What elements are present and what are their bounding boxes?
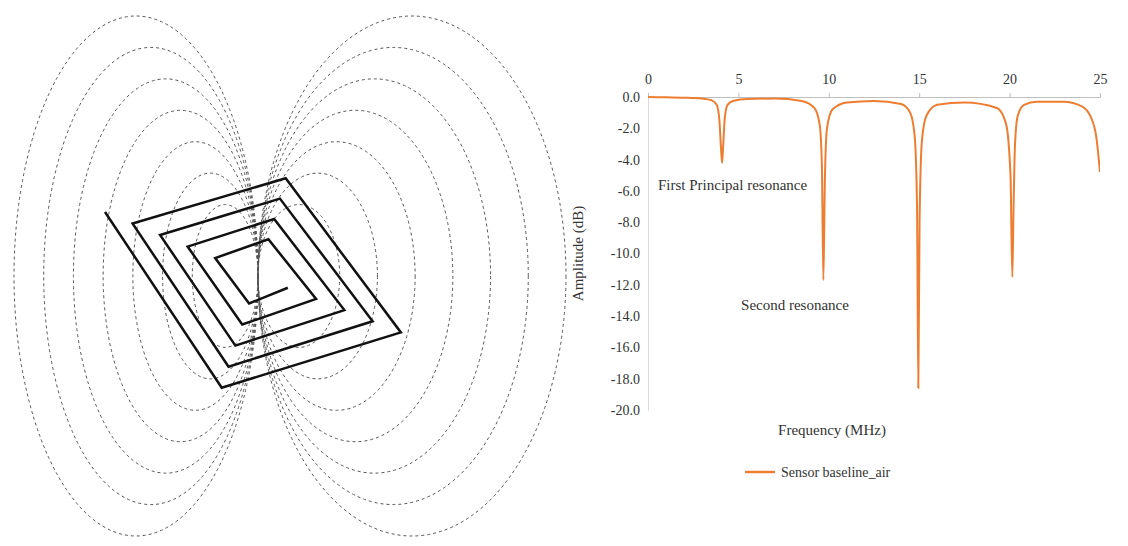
x-tick: 5 [735, 72, 742, 97]
annotation: First Principal resonance [656, 176, 809, 194]
y-tick-label: -8.0 [618, 215, 640, 230]
x-tick-mark [829, 93, 830, 97]
figure: 0 5 10 15 20 25 0.0 -2.0 -4.0 -6.0 -8.0 -10.0 -12.0 -… [0, 0, 1128, 546]
legend-item: Sensor baseline_air [745, 465, 891, 480]
x-tick-label: 25 [1094, 72, 1108, 87]
y-tick-label: -18.0 [611, 372, 640, 387]
y-tick-label: -6.0 [618, 184, 640, 199]
x-tick-mark [1100, 93, 1101, 97]
y-tick: -2.0 [618, 121, 648, 136]
y-axis-title: Amplitude (dB) [570, 206, 587, 301]
y-tick-label: -20.0 [611, 403, 640, 418]
x-tick: 0 [645, 72, 652, 97]
y-axis-line [648, 98, 649, 411]
chart: 0 5 10 15 20 25 0.0 -2.0 -4.0 -6.0 -8.0 -10.0 -12.0 -… [570, 72, 1108, 480]
field-line [103, 110, 258, 441]
legend: Sensor baseline_air [745, 465, 891, 480]
y-tick: 0.0 [623, 90, 649, 105]
annotation-background [739, 296, 851, 314]
annotation-background [656, 176, 809, 194]
y-tick: -4.0 [618, 153, 648, 168]
x-tick: 15 [913, 72, 927, 97]
x-tick-mark [1010, 93, 1011, 97]
coil-diagram [14, 16, 566, 536]
field-line [258, 16, 566, 536]
plot-area [648, 97, 1100, 388]
y-tick: -10.0 [611, 246, 648, 261]
y-tick: -16.0 [611, 340, 648, 355]
annotation: Second resonance [739, 296, 851, 314]
coil [105, 178, 401, 387]
x-axis-title: Frequency (MHz) [778, 422, 886, 439]
y-tick: -14.0 [611, 309, 648, 324]
field-line [73, 79, 258, 473]
x-tick-label: 20 [1003, 72, 1017, 87]
x-tick-label: 0 [645, 72, 652, 87]
x-tick-label: 10 [822, 72, 836, 87]
x-tick: 20 [1003, 72, 1017, 97]
y-axis: 0.0 -2.0 -4.0 -6.0 -8.0 -10.0 -12.0 -14.0 -16.0 -… [611, 90, 649, 418]
y-tick: -6.0 [618, 184, 648, 199]
x-tick-label: 15 [913, 72, 927, 87]
x-tick-mark [919, 93, 920, 97]
y-tick: -20.0 [611, 403, 648, 418]
field-lines [14, 16, 566, 536]
y-tick: -18.0 [611, 372, 648, 387]
series-line [648, 97, 1100, 388]
y-tick-label: 0.0 [623, 90, 641, 105]
y-tick: -8.0 [618, 215, 648, 230]
y-tick-label: -16.0 [611, 340, 640, 355]
field-line [258, 110, 453, 441]
x-tick: 25 [1094, 72, 1108, 97]
annotation-text: Second resonance [741, 297, 849, 313]
x-axis: 0 5 10 15 20 25 [645, 72, 1108, 97]
field-line [258, 79, 491, 473]
field-line [44, 47, 258, 504]
legend-swatch [745, 471, 775, 474]
x-tick-mark [738, 93, 739, 97]
field-line [163, 173, 258, 379]
field-line [14, 16, 258, 536]
field-line [133, 142, 258, 411]
y-tick-label: -4.0 [618, 153, 640, 168]
x-tick-label: 5 [735, 72, 742, 87]
y-tick-label: -2.0 [618, 121, 640, 136]
y-tick-label: -12.0 [611, 278, 640, 293]
legend-label: Sensor baseline_air [781, 465, 891, 480]
annotations: First Principal resonance Second resonanc… [656, 176, 851, 314]
y-tick-label: -10.0 [611, 246, 640, 261]
y-tick-label: -14.0 [611, 309, 640, 324]
y-tick: -12.0 [611, 278, 648, 293]
annotation-text: First Principal resonance [658, 177, 807, 193]
x-axis-line [649, 93, 1101, 98]
x-tick: 10 [822, 72, 836, 97]
